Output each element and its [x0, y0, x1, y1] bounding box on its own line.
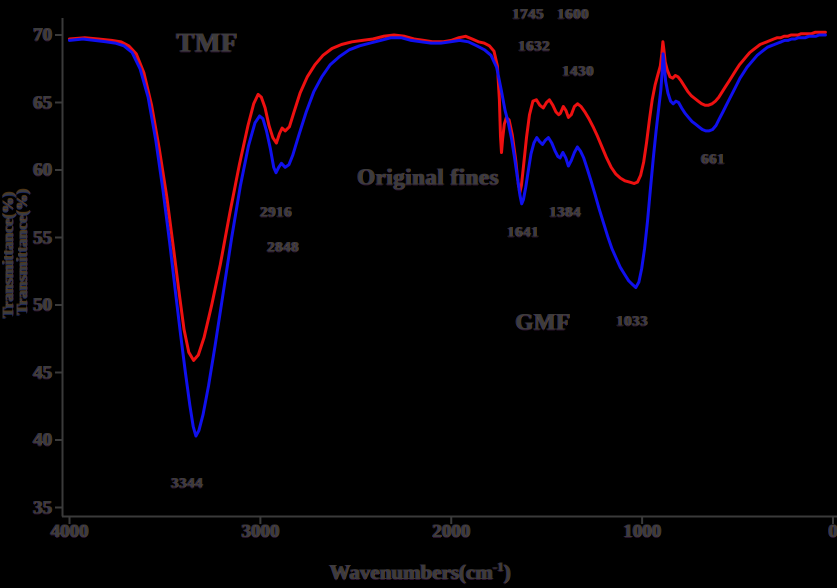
y-axis-label-duplicate: Transmittance(%) — [14, 189, 31, 315]
x-axis-label: Wavenumbers(cm-1) — [329, 560, 510, 583]
y-tick-label-60: 60 — [33, 159, 52, 181]
y-tick-label-55: 55 — [33, 227, 52, 248]
x-tick-label-2000: 2000 — [432, 521, 471, 542]
peak-annotation-2916: 2916 — [260, 204, 292, 221]
peak-annotation-1600: 1600 — [557, 6, 589, 23]
x-axis-label-close: ) — [503, 560, 511, 584]
peak-annotation-1430: 1430 — [562, 63, 594, 80]
curve-label-tmf: TMF — [176, 27, 238, 58]
y-tick-label-50: 50 — [33, 294, 52, 316]
x-axis-label-main: Wavenumbers(cm — [329, 560, 493, 584]
y-tick-label-65: 65 — [33, 92, 52, 113]
peak-annotation-3344: 3344 — [171, 475, 203, 492]
blue-spectrum-line — [68, 33, 827, 438]
x-tick-label-4000: 4000 — [50, 521, 89, 542]
curve-label-gmf: GMF — [515, 309, 571, 335]
peak-annotation-1745: 1745 — [512, 6, 544, 23]
peak-annotation-1384: 1384 — [549, 204, 581, 221]
peak-annotation-1033: 1033 — [616, 313, 648, 330]
y-tick-label-35: 35 — [33, 497, 52, 518]
x-tick-label-1000: 1000 — [623, 521, 662, 542]
peak-annotation-1632: 1632 — [518, 38, 550, 55]
x-tick-label-0: 0 — [828, 521, 837, 542]
peak-annotation-2848: 2848 — [267, 239, 299, 256]
x-axis-label-superscript: -1 — [492, 559, 504, 574]
x-tick-label-3000: 3000 — [241, 521, 280, 542]
curve-label-original-fines: Original fines — [357, 164, 499, 190]
y-tick-label-70: 70 — [33, 24, 52, 46]
peak-annotation-661: 661 — [701, 151, 725, 168]
red-spectrum-line — [68, 30, 827, 362]
peak-annotation-1641: 1641 — [507, 224, 539, 241]
y-tick-label-40: 40 — [33, 429, 52, 451]
y-tick-label-45: 45 — [33, 362, 52, 383]
